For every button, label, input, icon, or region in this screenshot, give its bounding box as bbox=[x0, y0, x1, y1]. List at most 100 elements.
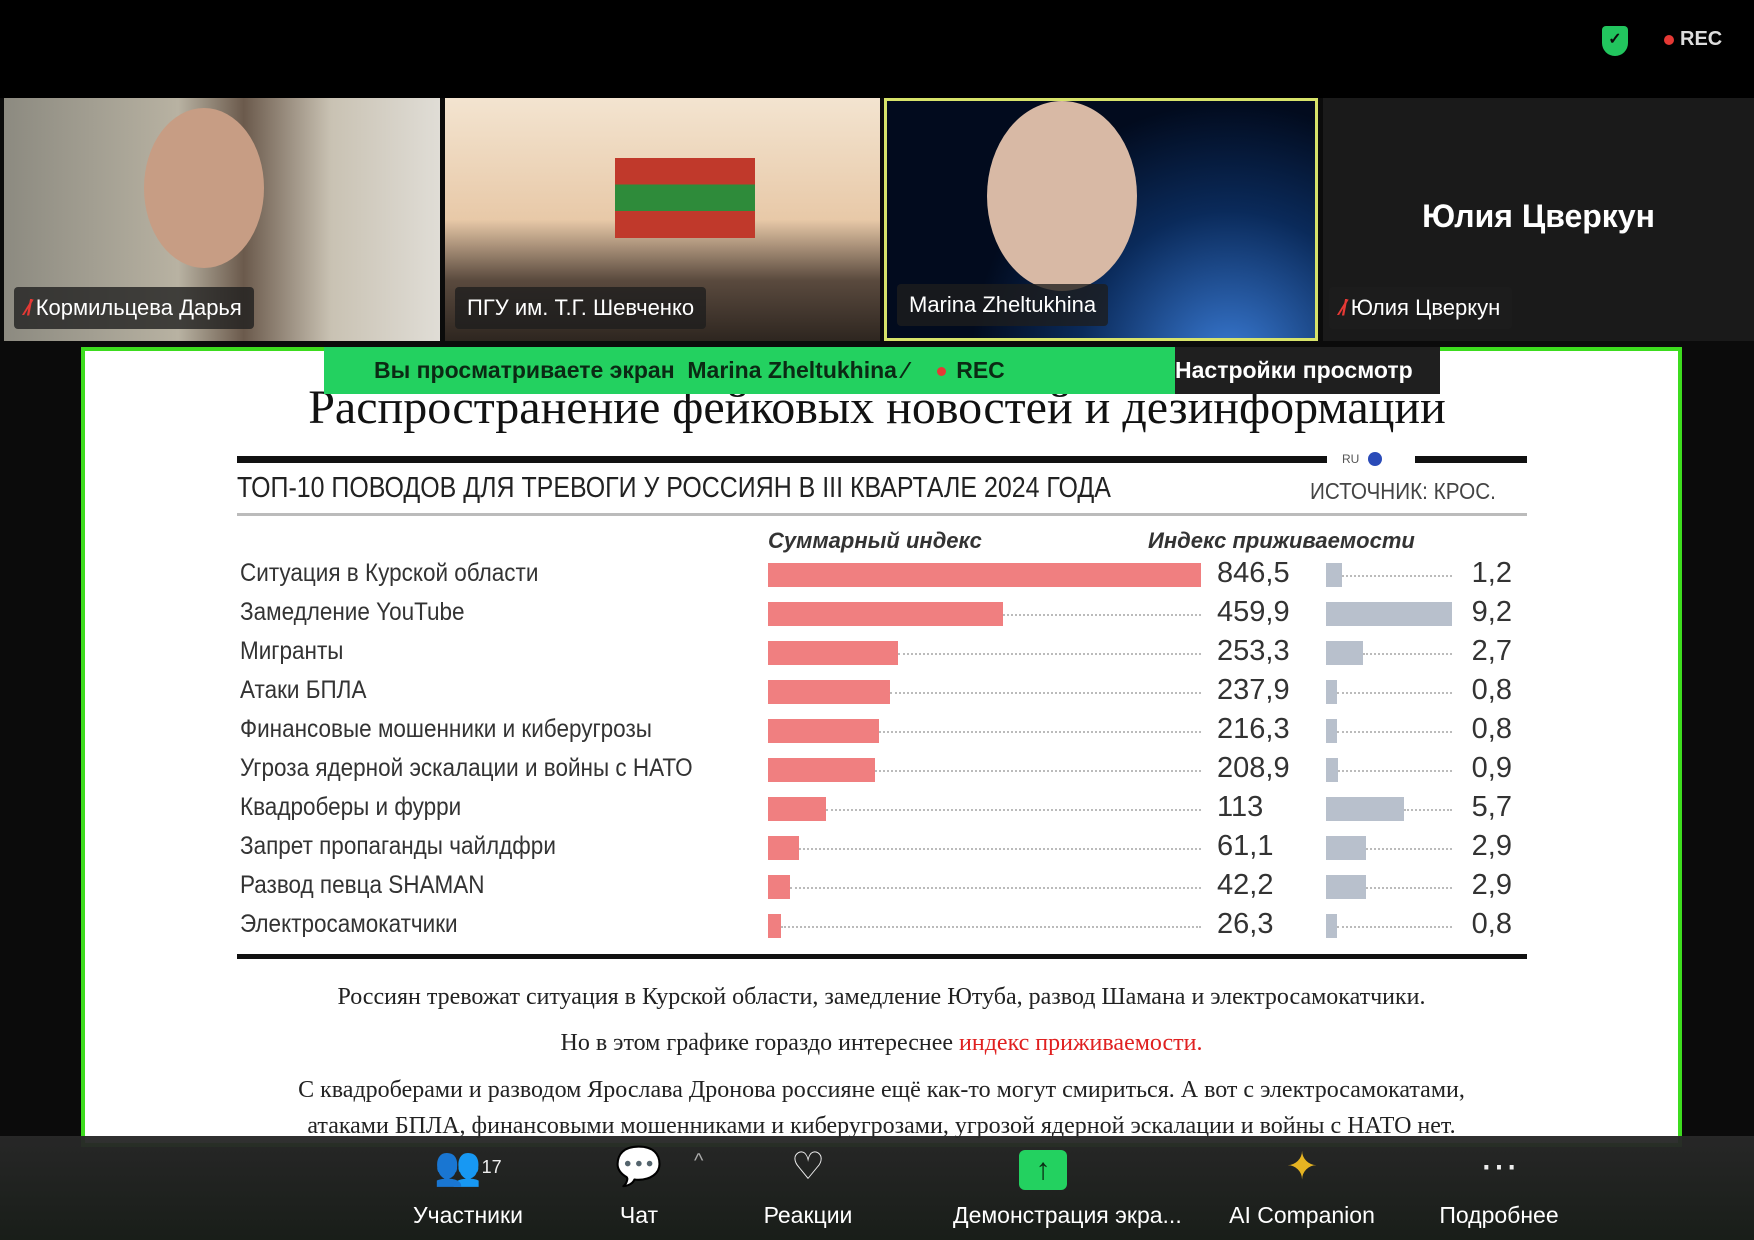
chevron-up-icon[interactable]: ^ bbox=[694, 1150, 704, 1172]
chart-top-rule bbox=[1415, 456, 1527, 463]
value-total-index: 61,1 bbox=[1217, 830, 1274, 862]
heart-icon: ♡ bbox=[790, 1146, 826, 1188]
chart-row: Финансовые мошенники и киберугрозы 216,3 0… bbox=[0, 713, 1754, 752]
leader-dots bbox=[789, 887, 1201, 889]
leader-dots bbox=[897, 653, 1201, 655]
value-total-index: 253,3 bbox=[1217, 635, 1290, 667]
video-tile[interactable]: ⁄̸ Кормильцева Дарья bbox=[4, 98, 440, 341]
bar-total-index bbox=[768, 563, 1201, 587]
leader-dots bbox=[825, 809, 1201, 811]
chart-row: Запрет пропаганды чайлдфри 61,1 2,9 bbox=[0, 830, 1754, 869]
leader-dots bbox=[781, 926, 1201, 928]
category-label: Развод певца SHAMAN bbox=[240, 871, 485, 899]
participant-name: Кормильцева Дарья bbox=[35, 295, 242, 320]
value-survival-index: 0,9 bbox=[1471, 752, 1512, 784]
category-label: Квадроберы и фурри bbox=[240, 793, 462, 821]
paragraph: атаками БПЛА, финансовыми мошенниками и … bbox=[307, 1113, 1456, 1139]
more-icon: ⋯ bbox=[1480, 1146, 1518, 1188]
leader-dots bbox=[889, 692, 1201, 694]
participant-name-label: ПГУ им. Т.Г. Шевченко bbox=[455, 287, 707, 329]
chart-row: Развод певца SHAMAN 42,2 2,9 bbox=[0, 869, 1754, 908]
participants-count: 17 bbox=[481, 1157, 502, 1177]
category-label: Угроза ядерной эскалации и войны с НАТО bbox=[240, 754, 693, 782]
more-label: Подробнее bbox=[1439, 1202, 1559, 1228]
bar-survival-index bbox=[1326, 914, 1337, 938]
shield-check-icon[interactable]: ✓ bbox=[1602, 26, 1628, 56]
value-total-index: 216,3 bbox=[1217, 713, 1290, 745]
more-button[interactable]: ⋯ Подробнее bbox=[1409, 1142, 1589, 1229]
participant-name: Юлия Цверкун bbox=[1350, 295, 1501, 320]
participant-display-name: Юлия Цверкун bbox=[1422, 198, 1655, 234]
chart-row: Ситуация в Курской области 846,5 1,2 bbox=[0, 557, 1754, 596]
paragraph: Россиян тревожат ситуация в Курской обла… bbox=[337, 984, 1426, 1010]
chart-bottom-rule bbox=[237, 954, 1527, 959]
presenter-name: Marina Zheltukhina bbox=[687, 357, 897, 383]
category-label: Финансовые мошенники и киберугрозы bbox=[240, 715, 652, 743]
leader-dots bbox=[1003, 614, 1201, 616]
chart-title: ТОП-10 ПОВОДОВ ДЛЯ ТРЕВОГИ У РОССИЯН В I… bbox=[237, 472, 1111, 504]
globe-icon bbox=[1368, 452, 1382, 466]
paragraph: С квадроберами и разводом Ярослава Дроно… bbox=[298, 1077, 1465, 1103]
sparkle-icon: ✦ bbox=[1286, 1146, 1318, 1188]
value-survival-index: 1,2 bbox=[1471, 557, 1512, 589]
bar-survival-index bbox=[1326, 875, 1366, 899]
chart-source: ИСТОЧНИК: КРОС. bbox=[1310, 478, 1496, 504]
share-label: Демонстрация экра... bbox=[953, 1202, 1182, 1228]
value-total-index: 113 bbox=[1217, 791, 1264, 823]
view-options-button[interactable]: Настройки просмотр bbox=[1175, 347, 1440, 394]
leader-dots bbox=[1362, 653, 1452, 655]
bar-total-index bbox=[768, 914, 782, 938]
participants-icon: 👥 bbox=[434, 1146, 482, 1188]
leader-dots bbox=[1336, 926, 1452, 928]
participant-name: Marina Zheltukhina bbox=[909, 292, 1097, 317]
value-survival-index: 9,2 bbox=[1471, 596, 1512, 628]
ai-label: AI Companion bbox=[1229, 1202, 1375, 1228]
bar-survival-index bbox=[1326, 758, 1339, 782]
reactions-label: Реакции bbox=[763, 1202, 853, 1228]
category-label: Электросамокатчики bbox=[240, 910, 458, 938]
participant-video bbox=[987, 101, 1137, 291]
category-label: Запрет пропаганды чайлдфри bbox=[240, 832, 556, 860]
video-tile[interactable]: Юлия Цверкун ⁄̸ Юлия Цверкун bbox=[1323, 98, 1754, 341]
bar-survival-index bbox=[1326, 836, 1366, 860]
banner-rec: REC bbox=[956, 357, 1005, 383]
chat-button[interactable]: 💬 Чат bbox=[549, 1142, 729, 1229]
chart-row: Атаки БПЛА 237,9 0,8 bbox=[0, 674, 1754, 713]
shared-screen bbox=[81, 347, 1682, 1147]
value-survival-index: 0,8 bbox=[1471, 674, 1512, 706]
chart-divider bbox=[237, 513, 1527, 516]
mic-icon: ⁄ bbox=[903, 357, 908, 383]
bar-total-index bbox=[768, 719, 879, 743]
banner-text: Вы просматриваете экран bbox=[374, 357, 675, 383]
participant-name-label: Marina Zheltukhina bbox=[897, 284, 1109, 326]
bar-total-index bbox=[768, 836, 800, 860]
value-total-index: 42,2 bbox=[1217, 869, 1274, 901]
leader-dots bbox=[874, 770, 1201, 772]
chart-row: Угроза ядерной эскалации и войны с НАТО 2… bbox=[0, 752, 1754, 791]
video-tile[interactable]: ПГУ им. Т.Г. Шевченко bbox=[445, 98, 880, 341]
participant-name-label: ⁄̸ Юлия Цверкун bbox=[1329, 287, 1513, 329]
reactions-button[interactable]: ♡ Реакции bbox=[718, 1142, 898, 1229]
bar-total-index bbox=[768, 641, 898, 665]
share-screen-button[interactable]: ↑ Демонстрация экра... bbox=[953, 1142, 1182, 1229]
mic-muted-icon: ⁄̸ bbox=[26, 295, 30, 320]
value-survival-index: 5,7 bbox=[1471, 791, 1512, 823]
participant-name: ПГУ им. Т.Г. Шевченко bbox=[467, 295, 695, 320]
bar-total-index bbox=[768, 797, 826, 821]
ai-companion-button[interactable]: ✦ AI Companion bbox=[1212, 1142, 1392, 1229]
category-label: Ситуация в Курской области bbox=[240, 559, 539, 587]
paragraph-text: Но в этом графике гораздо интереснее bbox=[560, 1030, 960, 1056]
chart-row: Мигранты 253,3 2,7 bbox=[0, 635, 1754, 674]
share-arrow-icon: ↑ bbox=[1019, 1150, 1067, 1190]
value-survival-index: 2,9 bbox=[1471, 869, 1512, 901]
participants-button[interactable]: 👥17 Участники bbox=[378, 1142, 558, 1229]
chart-top-rule bbox=[237, 456, 1327, 463]
recording-indicator[interactable]: REC bbox=[1664, 28, 1722, 51]
rec-dot-icon bbox=[937, 367, 947, 376]
column-header-survival: Индекс приживаемости bbox=[1148, 528, 1415, 553]
bar-survival-index bbox=[1326, 797, 1405, 821]
value-total-index: 26,3 bbox=[1217, 908, 1274, 940]
leader-dots bbox=[878, 731, 1201, 733]
value-survival-index: 2,7 bbox=[1471, 635, 1512, 667]
video-tile-active-speaker[interactable]: Marina Zheltukhina bbox=[884, 98, 1318, 341]
